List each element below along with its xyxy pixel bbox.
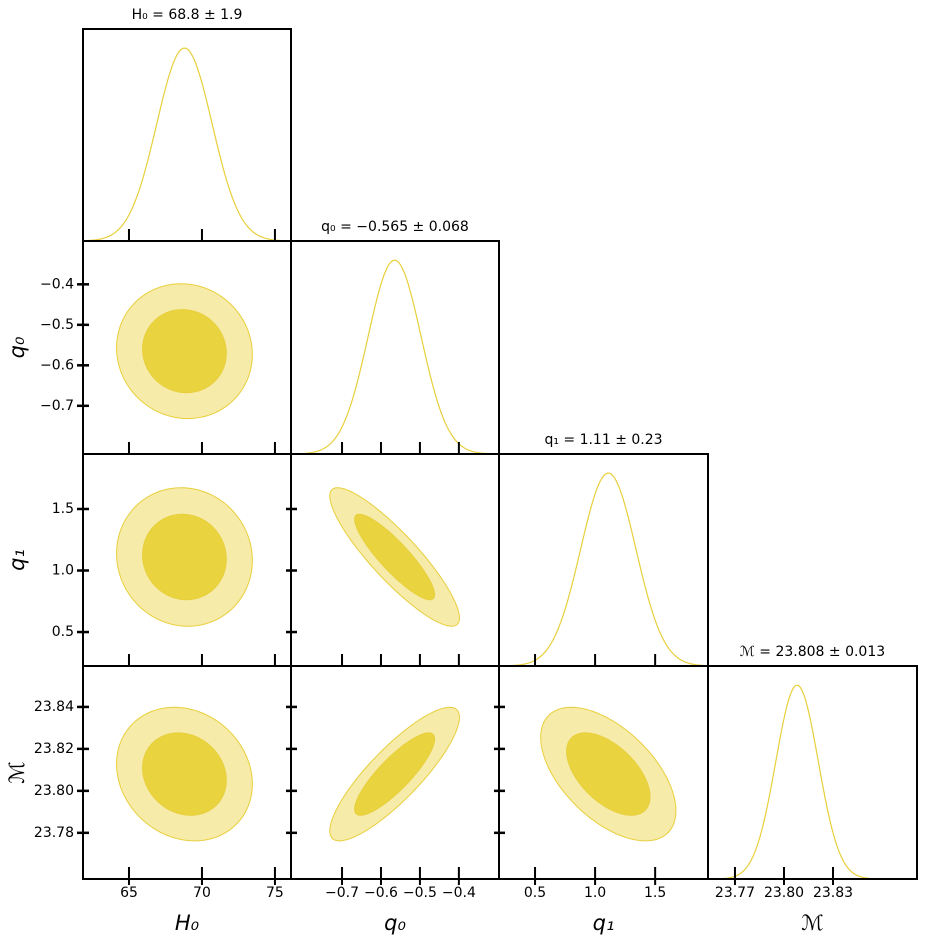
x-tick-label: 1.5 [644, 885, 666, 901]
x-axis-label: q₀ [384, 911, 406, 935]
x-tick-label: 75 [266, 885, 284, 901]
marginal-curve [290, 259, 500, 455]
contour [142, 732, 227, 816]
y-tick-label: −0.7 [40, 398, 74, 414]
contour [142, 513, 227, 601]
x-axis-label: H₀ [175, 911, 200, 935]
x-tick-label: 23.80 [764, 885, 804, 901]
y-tick-label: 23.80 [34, 783, 74, 799]
x-tick-label: 23.77 [715, 885, 755, 901]
contour [354, 732, 436, 816]
panel-title: q₁ = 1.11 ± 0.23 [544, 432, 662, 448]
panel-title: H₀ = 68.8 ± 1.9 [132, 7, 243, 23]
y-tick-label: 23.78 [34, 825, 74, 841]
contour [354, 513, 436, 601]
marginal-curve [707, 684, 917, 880]
x-tick-label: 65 [120, 885, 138, 901]
y-tick-label: 23.84 [34, 699, 74, 715]
x-tick-label: 0.5 [524, 885, 546, 901]
y-tick-label: 1.5 [52, 501, 74, 517]
x-tick-label: −0.5 [403, 885, 437, 901]
y-tick-label: 1.0 [52, 563, 74, 579]
y-tick-label: −0.4 [40, 276, 74, 292]
panel-frame [82, 28, 292, 242]
x-tick-label: 70 [193, 885, 211, 901]
y-axis-label: q₁ [5, 549, 29, 571]
y-tick-label: −0.6 [40, 357, 74, 373]
x-tick-label: 1.0 [584, 885, 606, 901]
x-tick-label: −0.7 [325, 885, 359, 901]
y-tick-label: 23.82 [34, 741, 74, 757]
marginal-curve [82, 47, 292, 242]
x-axis-label: q₁ [593, 911, 615, 935]
panel-frame [707, 665, 918, 880]
x-tick-label: 23.83 [813, 885, 853, 901]
y-tick-label: −0.5 [40, 317, 74, 333]
contour [142, 309, 227, 394]
x-tick-label: −0.4 [442, 885, 476, 901]
y-tick-label: 0.5 [52, 624, 74, 640]
y-axis-label: ℳ [5, 761, 29, 783]
panel-title: ℳ = 23.808 ± 0.013 [740, 644, 885, 660]
y-axis-label: q₀ [5, 336, 29, 358]
x-axis-label: ℳ [801, 911, 823, 935]
panel-title: q₀ = −0.565 ± 0.068 [321, 219, 469, 235]
marginal-curve [498, 472, 709, 667]
panel-frame [498, 453, 709, 667]
x-tick-label: −0.6 [364, 885, 398, 901]
panel-frame [290, 240, 500, 455]
contour [566, 732, 651, 816]
